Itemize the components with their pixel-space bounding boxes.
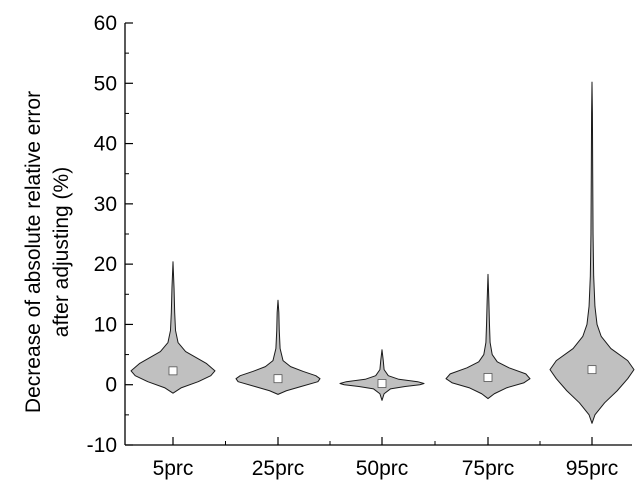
mean-marker-5prc — [168, 366, 178, 376]
x-tick-label: 75prc — [462, 457, 515, 480]
x-tick-label: 95prc — [566, 457, 619, 480]
y-tick-label: 50 — [94, 72, 117, 95]
mean-marker-50prc — [377, 379, 387, 388]
y-axis-label: Decrease of absolute relative error afte… — [22, 91, 73, 413]
violin-5prc — [130, 261, 216, 394]
violin-95prc — [549, 81, 635, 424]
violin-50prc — [339, 349, 425, 401]
y-tick-label: -10 — [87, 434, 117, 457]
x-tick-label: 5prc — [153, 457, 194, 480]
y-axis-label-line-2: after adjusting (%) — [50, 167, 73, 337]
mean-marker-25prc — [273, 374, 283, 384]
mean-marker-95prc — [587, 365, 597, 375]
violin-25prc — [235, 299, 321, 395]
y-tick-label: 0 — [105, 374, 117, 397]
x-tick-label: 50prc — [356, 457, 409, 480]
y-tick-label: 20 — [94, 253, 117, 276]
violin-75prc — [445, 273, 531, 400]
y-tick-label: 60 — [94, 12, 117, 35]
mean-marker-75prc — [483, 373, 493, 382]
y-axis-label-line-1: Decrease of absolute relative error — [22, 91, 45, 413]
y-tick-label: 30 — [94, 193, 117, 216]
y-tick-label: 10 — [94, 313, 117, 336]
y-tick-label: 40 — [94, 133, 117, 156]
x-tick-label: 25prc — [252, 457, 305, 480]
plot-area: -10 0 10 20 30 40 50 60 5prc 25prc 50prc 75prc 95prc — [87, 12, 635, 480]
